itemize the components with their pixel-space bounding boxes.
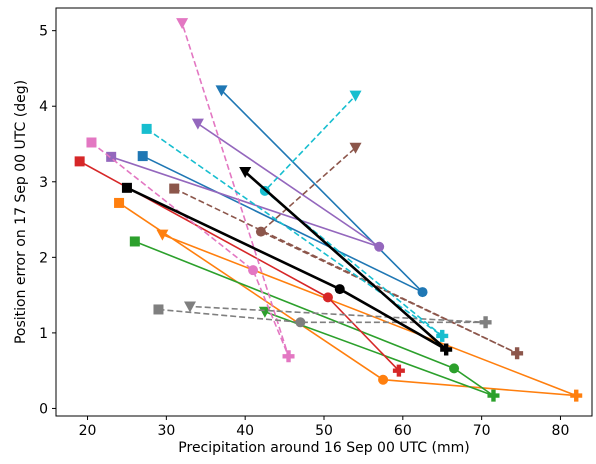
series-line [134, 240, 495, 397]
series-line [173, 147, 518, 355]
triangle-down-marker [349, 90, 362, 102]
plus-marker [479, 316, 492, 329]
series-4 [74, 156, 405, 377]
x-tick-label: 30 [157, 423, 175, 439]
series-line [146, 95, 444, 337]
series-line [126, 170, 448, 351]
plus-marker [436, 329, 449, 342]
series-5 [106, 118, 385, 252]
triangle-down-marker [176, 18, 189, 30]
triangle-down-marker [156, 229, 169, 241]
series-line [118, 202, 578, 397]
triangle-down-marker [215, 85, 228, 97]
square-marker [129, 236, 140, 247]
circle-marker [322, 292, 333, 303]
series-layer [74, 18, 583, 402]
triangle-down-marker [349, 142, 362, 154]
x-tick-label: 60 [394, 423, 412, 439]
circle-marker [255, 226, 266, 237]
series-line [158, 305, 487, 324]
series-7 [86, 18, 295, 363]
x-tick-label: 20 [79, 423, 97, 439]
square-marker [141, 123, 152, 134]
circle-marker [248, 265, 259, 276]
plus-marker [570, 389, 583, 402]
square-marker [74, 156, 85, 167]
x-tick-label: 50 [315, 423, 333, 439]
square-marker [106, 151, 117, 162]
series-1 [137, 85, 428, 298]
circle-marker [378, 374, 389, 385]
circle-marker [449, 363, 460, 374]
x-tick-label: 80 [552, 423, 570, 439]
square-marker [86, 137, 97, 148]
triangle-down-marker [239, 166, 252, 178]
series-2 [114, 197, 583, 402]
y-tick-label: 3 [39, 175, 48, 191]
y-tick-label: 0 [39, 401, 48, 417]
tick-layer: 20 30 40 50 60 70 80 0 1 2 3 4 5 [39, 24, 569, 439]
series-line [90, 22, 290, 358]
series-10 [121, 166, 453, 356]
series-3 [129, 236, 500, 402]
triangle-down-marker [258, 306, 271, 318]
triangle-down-marker [191, 118, 204, 130]
y-tick-label: 2 [39, 250, 48, 266]
plus-marker [282, 350, 295, 363]
circle-marker [417, 287, 428, 298]
plus-marker [392, 364, 405, 377]
plus-marker [511, 347, 524, 360]
x-tick-label: 70 [473, 423, 491, 439]
y-tick-label: 1 [39, 326, 48, 342]
triangle-down-marker [184, 301, 196, 313]
square-marker [121, 182, 132, 193]
square-marker [169, 183, 180, 194]
circle-marker [334, 284, 345, 295]
circle-marker [295, 317, 306, 328]
square-marker [137, 151, 148, 162]
circle-marker [374, 241, 385, 252]
y-tick-label: 5 [39, 24, 48, 40]
square-marker [153, 304, 164, 315]
x-axis-title: Precipitation around 16 Sep 00 UTC (mm) [178, 440, 469, 456]
square-marker [114, 197, 125, 208]
plus-marker [440, 343, 453, 356]
plus-marker [487, 389, 500, 402]
series-6 [169, 142, 524, 360]
x-tick-label: 40 [236, 423, 254, 439]
y-tick-label: 4 [39, 99, 48, 115]
series-8 [153, 301, 492, 329]
y-axis-title: Position error on 17 Sep 00 UTC (deg) [13, 80, 29, 344]
